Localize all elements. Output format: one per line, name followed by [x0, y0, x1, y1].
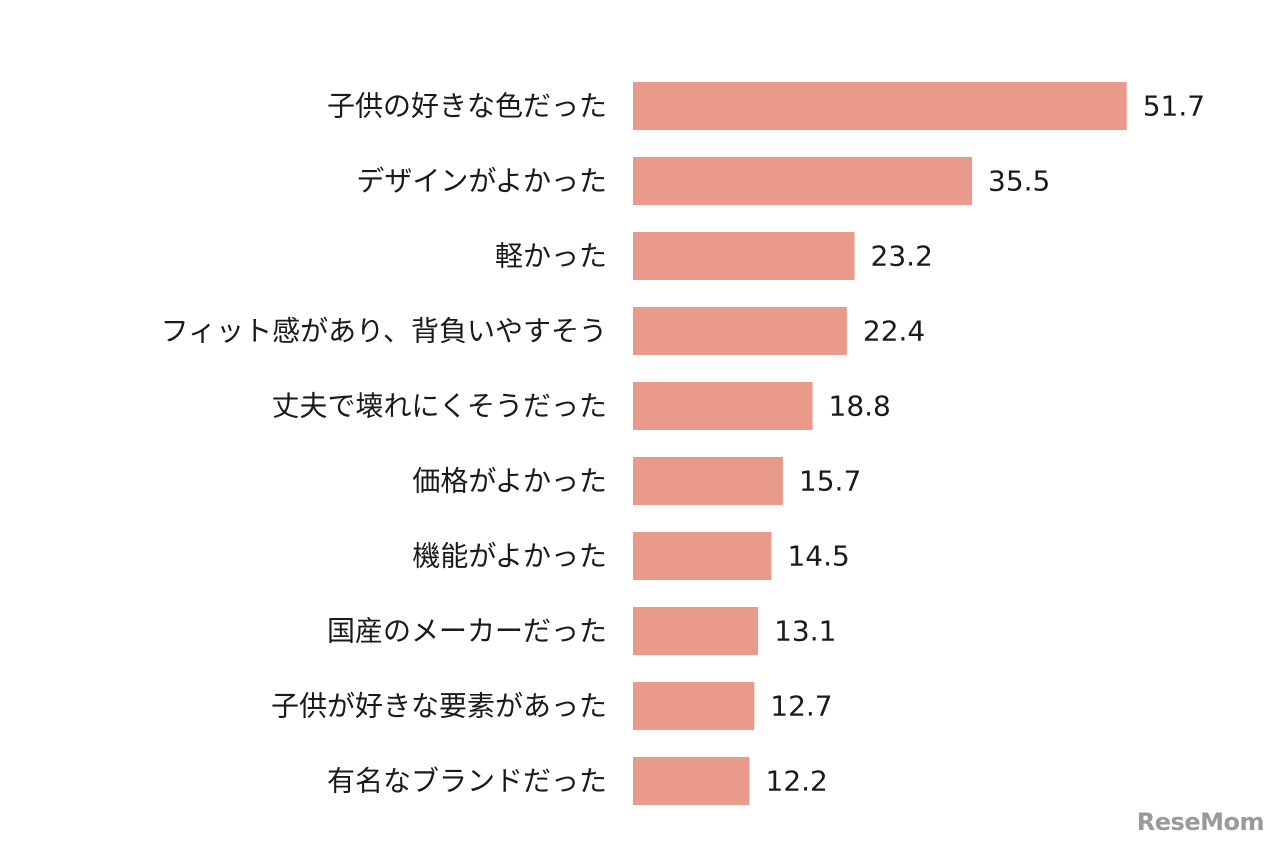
value-label-3: 22.4: [863, 315, 925, 348]
category-label-6: 機能がよかった: [412, 540, 607, 573]
value-label-2: 23.2: [871, 240, 933, 273]
value-label-7: 13.1: [774, 615, 836, 648]
value-label-5: 15.7: [799, 465, 861, 498]
bar-9: [633, 757, 750, 805]
value-label-4: 18.8: [829, 390, 891, 423]
value-label-8: 12.7: [770, 690, 832, 723]
value-label-0: 51.7: [1143, 90, 1205, 123]
value-label-6: 14.5: [787, 540, 849, 573]
resemom-watermark-logo: ReseMom: [1136, 808, 1265, 836]
category-label-4: 丈夫で壊れにくそうだった: [272, 390, 607, 423]
category-label-5: 価格がよかった: [412, 465, 607, 498]
bar-4: [633, 382, 813, 430]
category-label-9: 有名なブランドだった: [327, 765, 607, 798]
bar-7: [633, 607, 759, 655]
value-label-9: 12.2: [766, 765, 828, 798]
category-label-8: 子供が好きな要素があった: [271, 690, 607, 723]
bar-0: [633, 82, 1127, 130]
bar-1: [633, 157, 973, 205]
bar-6: [633, 532, 772, 580]
category-label-2: 軽かった: [495, 240, 607, 273]
category-label-1: デザインがよかった: [356, 165, 607, 198]
value-labels: 51.7 35.5 23.2 22.4 18.8 15.7 14.5 13.1 12.7 12.2: [766, 90, 1206, 798]
category-label-3: フィット感があり、背負いやすそう: [161, 315, 607, 348]
bars-layer: [633, 82, 1127, 805]
category-labels: 子供の好きな色だったデザインがよかった軽かったフィット感があり、背負いやすそう丈…: [161, 90, 607, 798]
category-label-0: 子供の好きな色だった: [327, 90, 607, 123]
bar-2: [633, 232, 855, 280]
bar-3: [633, 307, 847, 355]
category-label-7: 国産のメーカーだった: [327, 615, 607, 648]
value-label-1: 35.5: [988, 165, 1050, 198]
bar-5: [633, 457, 783, 505]
bar-8: [633, 682, 755, 730]
